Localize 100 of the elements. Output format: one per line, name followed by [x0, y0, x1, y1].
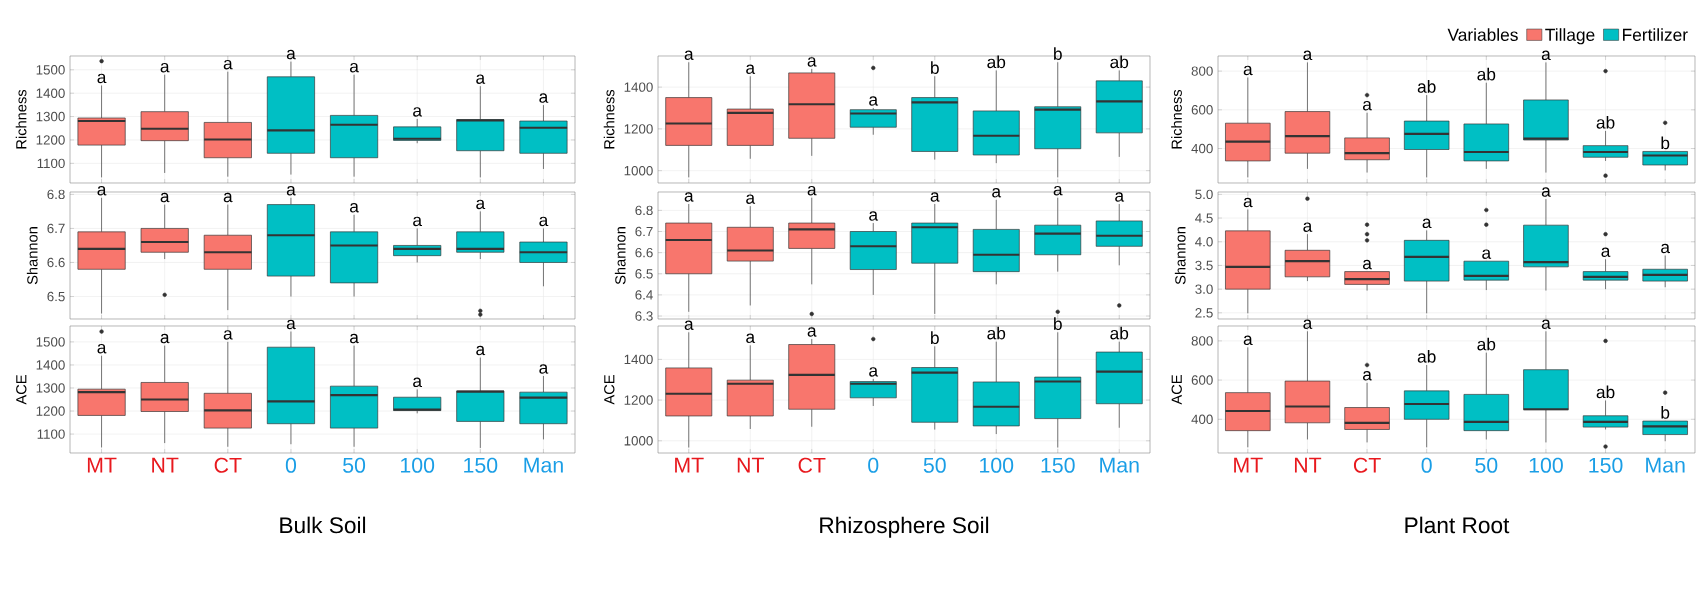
legend-label: Tillage: [1545, 28, 1595, 45]
y-axis-title: Shannon: [26, 227, 38, 285]
y-tick-label: 3.0: [1195, 284, 1213, 294]
y-axis-title: ACE: [1171, 375, 1182, 405]
y-tick-label: 1500: [36, 65, 65, 75]
annotation: a: [476, 74, 486, 84]
y-tick-label: 1400: [624, 354, 653, 365]
x-tick-label: MT: [675, 457, 704, 473]
annotation: a: [1362, 371, 1372, 381]
y-tick-label: 6.7: [635, 226, 653, 237]
annotation: a: [349, 333, 359, 344]
y-tick-label: 2.5: [1195, 308, 1213, 318]
y-tick-label: 5.0: [1195, 189, 1213, 200]
annotation: a: [413, 216, 423, 227]
x-tick-label: CT: [798, 457, 826, 473]
annotation: a: [1601, 247, 1611, 258]
x-tick-label: 150: [1041, 457, 1075, 473]
x-tick-label: NT: [737, 457, 764, 473]
x-tick-label: Man: [524, 457, 563, 473]
annotation: a: [286, 49, 296, 60]
x-tick-label: CT: [1353, 457, 1381, 473]
annotation: a: [413, 377, 423, 388]
annotation: b: [1661, 406, 1670, 419]
annotation: ab: [1417, 349, 1436, 363]
annotation: b: [1661, 136, 1670, 150]
y-tick-label: 1300: [36, 383, 65, 393]
annotation: a: [160, 62, 170, 73]
x-axis-title: Plant Root: [1405, 516, 1510, 534]
annotation: a: [1243, 65, 1253, 76]
annotation: ab: [1110, 326, 1129, 340]
y-tick-label: 3.5: [1195, 260, 1213, 271]
annotation: a: [223, 330, 233, 340]
annotation: a: [684, 50, 694, 60]
y-tick-label: 1000: [624, 165, 653, 176]
annotation: a: [286, 186, 296, 196]
x-tick-label: NT: [1294, 457, 1322, 473]
annotation: a: [539, 216, 549, 227]
y-axis-title: Shannon: [614, 227, 626, 285]
y-tick-label: 4.0: [1195, 237, 1213, 247]
annotation: a: [1115, 192, 1125, 202]
y-axis-title: Shannon: [1174, 227, 1186, 285]
x-axis-title: Bulk Soil: [280, 516, 366, 534]
annotation: a: [1362, 259, 1372, 270]
x-tick-label: 150: [1589, 457, 1623, 473]
annotation: a: [684, 192, 694, 202]
annotation: a: [869, 367, 879, 377]
annotation: ab: [1477, 337, 1496, 351]
y-tick-label: 1300: [36, 111, 65, 122]
y-axis-title: Richness: [15, 89, 27, 149]
y-tick-label: 6.7: [47, 223, 65, 234]
annotation: a: [869, 96, 879, 106]
y-tick-label: 800: [1191, 66, 1213, 76]
annotation: b: [931, 331, 939, 345]
annotation: a: [160, 333, 170, 344]
annotation: b: [1054, 317, 1062, 331]
y-tick-label: 6.6: [635, 247, 653, 258]
annotation: a: [97, 186, 107, 196]
y-axis-title: Richness: [1171, 89, 1182, 149]
x-tick-label: 50: [1475, 457, 1498, 473]
x-axis-title: Rhizosphere Soil: [820, 516, 989, 538]
y-tick-label: 1400: [36, 360, 65, 370]
annotation: b: [931, 61, 939, 74]
y-tick-label: 600: [1191, 105, 1213, 115]
annotation: a: [746, 333, 756, 344]
annotation: a: [539, 364, 549, 374]
y-tick-label: 1100: [37, 158, 65, 169]
annotation: a: [1303, 50, 1313, 61]
x-tick-label: Man: [1646, 457, 1685, 473]
x-tick-label: 100: [980, 457, 1014, 473]
x-tick-label: MT: [1234, 457, 1263, 473]
annotation: a: [992, 188, 1002, 198]
legend-title: Variables: [1447, 28, 1518, 41]
y-axis-title: ACE: [16, 375, 27, 405]
y-tick-label: 1400: [36, 88, 65, 98]
annotation: a: [1541, 187, 1551, 197]
y-tick-label: 1500: [36, 337, 65, 347]
annotation: a: [1303, 319, 1313, 330]
y-tick-label: 6.8: [635, 205, 653, 216]
x-tick-label: 100: [401, 457, 435, 473]
x-tick-label: 0: [1421, 457, 1432, 473]
annotation: ab: [1596, 385, 1615, 399]
annotation: a: [1661, 243, 1670, 254]
annotation: a: [1243, 335, 1253, 346]
y-tick-label: 400: [1191, 143, 1213, 154]
annotation: a: [746, 194, 756, 204]
y-tick-label: 1400: [624, 82, 653, 92]
annotation: a: [807, 327, 817, 337]
annotation: a: [1541, 319, 1551, 330]
y-tick-label: 6.5: [47, 291, 65, 302]
x-tick-label: 100: [1529, 457, 1563, 473]
annotation: a: [160, 192, 170, 203]
x-tick-label: Man: [1100, 457, 1139, 473]
annotation: ab: [1110, 55, 1129, 69]
annotation: a: [223, 59, 233, 70]
y-tick-label: 6.3: [635, 311, 653, 321]
x-tick-label: 0: [285, 457, 297, 473]
x-tick-label: 50: [923, 457, 946, 473]
annotation: ab: [1477, 67, 1496, 81]
annotation: a: [349, 62, 359, 73]
y-tick-label: 1000: [624, 436, 653, 446]
